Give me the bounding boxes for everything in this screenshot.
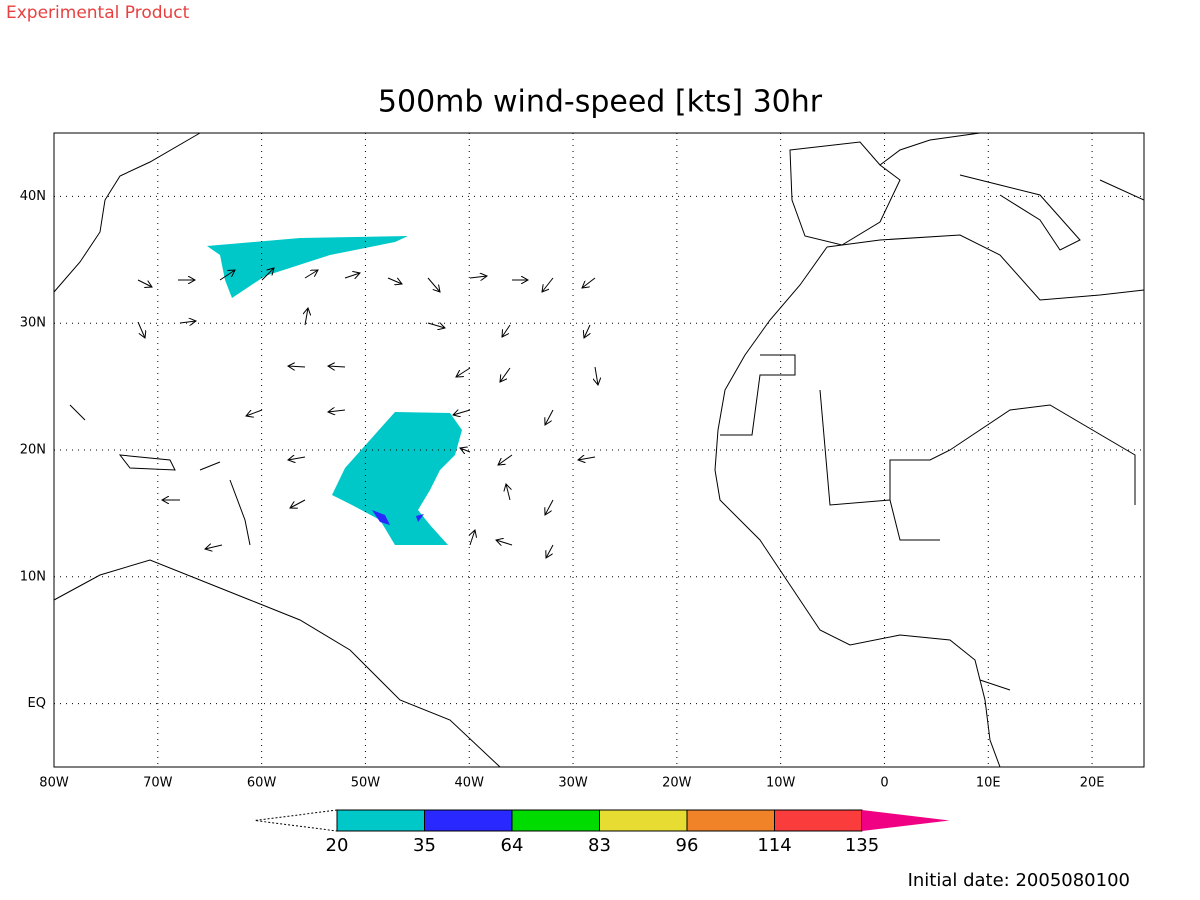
wind-shading [207,236,462,545]
colorbar-box [424,809,513,832]
colorbar-box [336,809,425,832]
shade [372,510,424,525]
y-tick-label: 40N [20,189,46,204]
colorbar-label: 64 [501,835,524,856]
x-tick-label: 20E [1080,776,1105,791]
colorbar-box [511,809,600,832]
x-tick-label: 0 [880,776,888,791]
wind-vectors [137,268,598,558]
map [53,132,1145,768]
x-tick-label: 20W [662,776,692,791]
y-tick-label: 20N [20,443,46,458]
colorbar-label: 135 [845,835,879,856]
x-tick-label: 80W [39,776,69,791]
x-tick-label: 60W [247,776,277,791]
colorbar-box [599,809,688,832]
y-tick-label: 10N [20,569,46,584]
map-frame [53,132,1145,768]
y-tick-label: 30N [20,316,46,331]
x-tick-label: 70W [143,776,173,791]
colorbar-box [686,809,775,832]
shade [207,236,408,298]
x-tick-label: 50W [351,776,381,791]
colorbar-label: 96 [676,835,699,856]
colorbar-label: 83 [588,835,611,856]
x-tick-label: 10E [976,776,1001,791]
note: Experimental Product [6,3,190,23]
x-tick-label: 40W [455,776,485,791]
shade [332,412,462,545]
colorbar-label: 35 [413,835,436,856]
colorbar-over [862,810,950,831]
coastlines [53,132,1145,768]
x-tick-label: 30W [558,776,588,791]
y-tick-label: EQ [28,696,46,711]
colorbar-label: 20 [326,835,349,856]
initial-date: Initial date: 2005080100 [908,870,1130,891]
colorbar-label: 114 [757,835,791,856]
x-tick-label: 10W [766,776,796,791]
colorbar-under [254,809,338,832]
map-title: 500mb wind-speed [kts] 30hr [378,85,823,120]
colorbar-box [774,809,863,832]
